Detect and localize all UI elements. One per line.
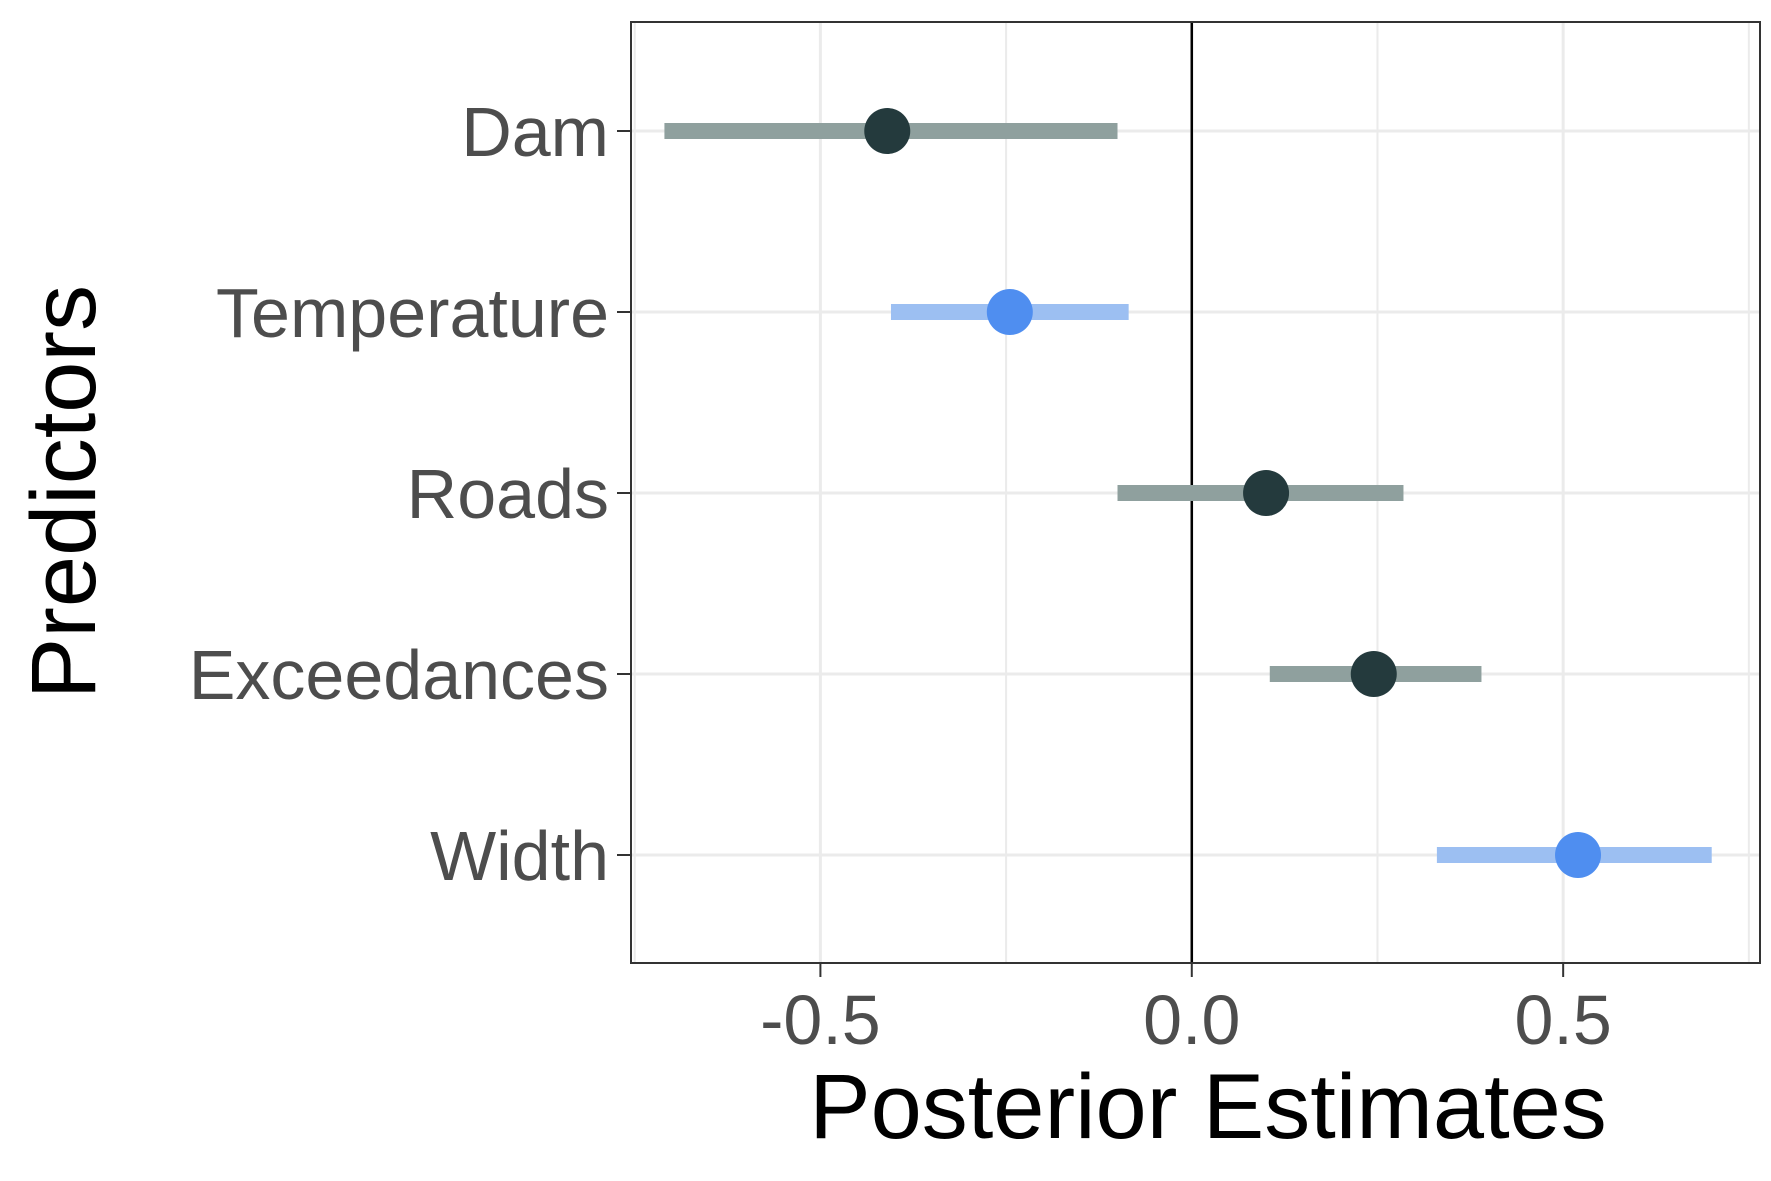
y-axis: Dam Temperature Roads Exceedances Width	[189, 93, 631, 895]
x-tick-label: -0.5	[760, 981, 881, 1059]
point-roads	[1243, 470, 1290, 516]
y-axis-title: Predictors	[13, 285, 115, 699]
plot-marks	[664, 108, 1712, 878]
y-tick-label: Temperature	[216, 274, 609, 352]
x-axis: -0.5 0.0 0.5	[760, 963, 1612, 1059]
point-width	[1555, 832, 1602, 878]
point-temperature	[986, 289, 1033, 335]
point-dam	[864, 108, 911, 154]
point-exceedances	[1350, 651, 1397, 697]
x-axis-title: Posterior Estimates	[809, 1056, 1607, 1158]
y-tick-label: Dam	[461, 93, 609, 171]
y-tick-label: Exceedances	[189, 636, 609, 714]
x-tick-label: 0.5	[1515, 981, 1612, 1059]
x-tick-label: 0.0	[1143, 981, 1240, 1059]
y-tick-label: Roads	[407, 455, 609, 533]
y-tick-label: Width	[430, 817, 609, 895]
